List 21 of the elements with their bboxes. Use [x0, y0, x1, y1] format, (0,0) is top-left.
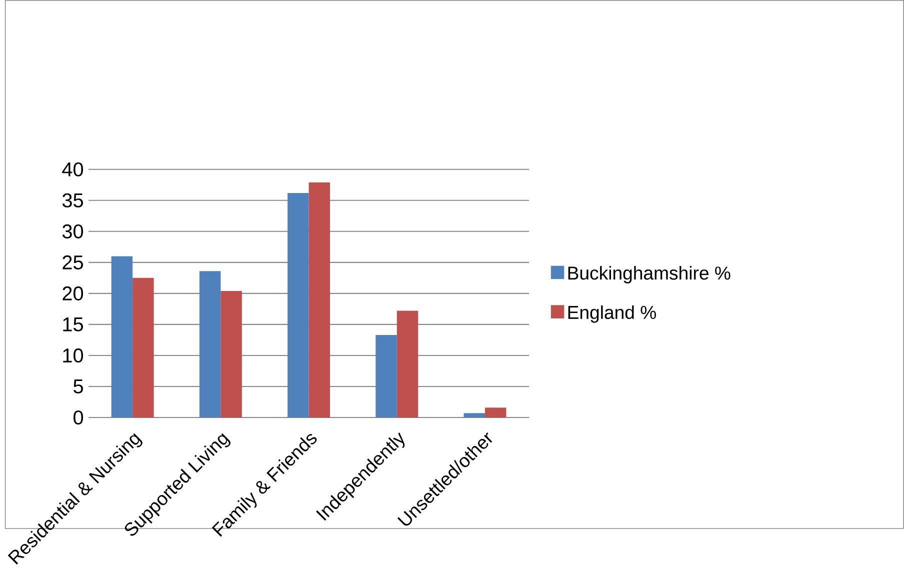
legend-label: England % [568, 306, 656, 323]
bar [376, 335, 397, 418]
bar [111, 256, 133, 418]
y-tick-label: 20 [62, 286, 84, 301]
y-tick-label: 40 [62, 162, 84, 177]
bar [199, 271, 221, 418]
y-tick-label: 30 [62, 224, 84, 239]
bar [484, 408, 506, 418]
y-tick-label: 5 [74, 380, 83, 394]
y-tick-label: 25 [62, 256, 83, 270]
bar [308, 182, 330, 418]
y-tick-label: 10 [63, 348, 84, 363]
bar [132, 278, 154, 418]
y-tick-label: 35 [62, 194, 83, 208]
bar [464, 413, 485, 418]
y-tick-label: 0 [74, 410, 84, 425]
bar [396, 311, 418, 418]
bar [288, 193, 309, 418]
y-tick-label: 15 [63, 318, 83, 332]
legend-label: Buckinghamshire % [568, 266, 730, 284]
bar [220, 291, 242, 418]
